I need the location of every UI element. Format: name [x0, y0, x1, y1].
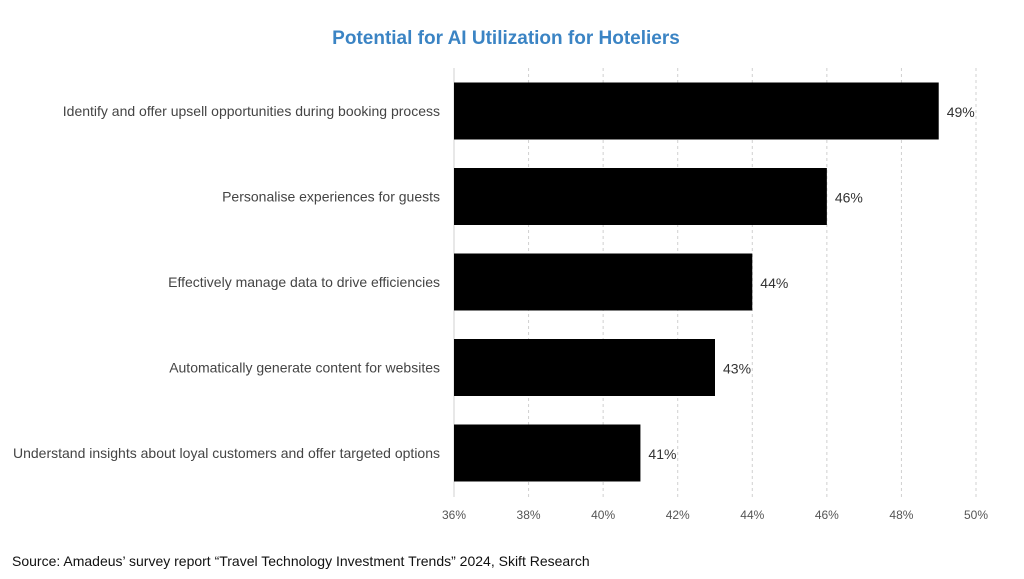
x-tick-label: 38% [517, 508, 541, 522]
category-label: Effectively manage data to drive efficie… [168, 274, 440, 290]
category-label: Identify and offer upsell opportunities … [63, 103, 440, 119]
category-label: Personalise experiences for guests [222, 189, 440, 205]
x-tick-label: 42% [666, 508, 690, 522]
category-label: Understand insights about loyal customer… [13, 445, 440, 461]
x-tick-label: 44% [740, 508, 764, 522]
category-label: Automatically generate content for websi… [169, 360, 440, 376]
chart-title: Potential for AI Utilization for Hotelie… [332, 28, 680, 49]
x-tick-label: 40% [591, 508, 615, 522]
bars [454, 82, 939, 482]
data-label: 43% [723, 361, 751, 377]
labels: 36% 38% 40% 42% 44% 46% 48% 50% Identify and off… [13, 103, 988, 522]
bar [454, 168, 827, 225]
bar [454, 339, 715, 396]
x-tick-label: 48% [889, 508, 913, 522]
x-tick-label: 46% [815, 508, 839, 522]
x-tick-label: 50% [964, 508, 988, 522]
x-tick-label: 36% [442, 508, 466, 522]
data-label: 46% [835, 190, 863, 206]
data-label: 44% [760, 275, 788, 291]
bar [454, 424, 641, 482]
bar [454, 253, 753, 311]
data-label: 49% [947, 104, 975, 120]
data-label: 41% [648, 446, 676, 462]
bar [454, 82, 939, 140]
source-note: Source: Amadeus’ survey report “Travel T… [12, 553, 590, 569]
